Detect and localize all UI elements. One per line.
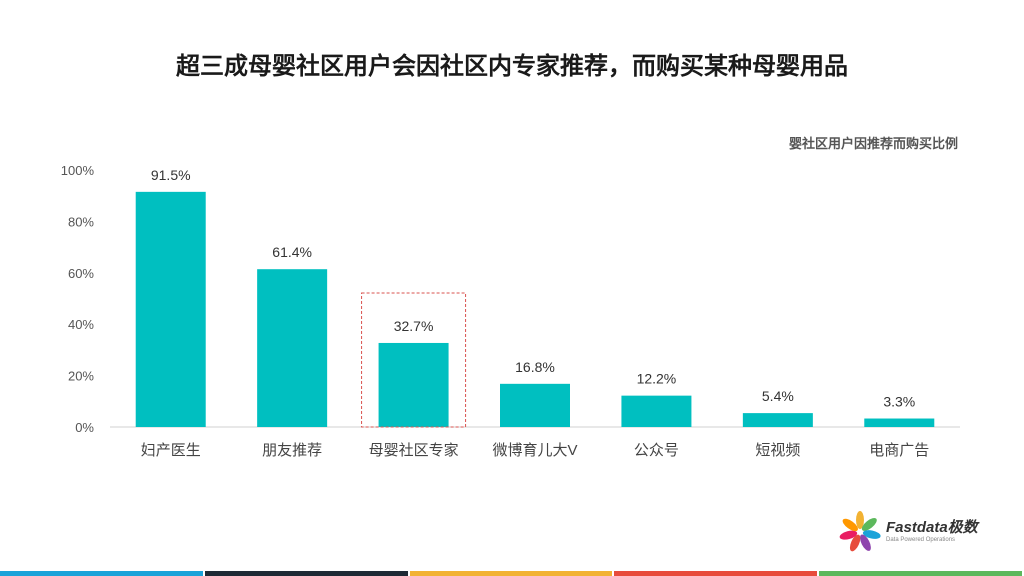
data-label: 16.8% — [515, 359, 555, 375]
data-label: 91.5% — [151, 167, 191, 183]
data-label: 32.7% — [394, 318, 434, 334]
y-tick-label: 100% — [61, 163, 95, 178]
y-tick-label: 0% — [75, 420, 94, 435]
highlight-box — [361, 292, 467, 428]
y-tick-label: 60% — [68, 266, 94, 281]
bar — [500, 383, 570, 427]
bar — [257, 269, 328, 427]
chart-title: 婴社区用户因推荐而购买比例 — [788, 136, 958, 151]
data-label: 5.4% — [762, 388, 794, 404]
bar — [378, 342, 449, 427]
category-label: 电商广告 — [869, 442, 929, 459]
data-label: 3.3% — [883, 394, 915, 410]
category-label: 朋友推荐 — [262, 442, 322, 459]
bar — [135, 191, 206, 427]
bar — [621, 395, 692, 427]
category-label: 微博育儿大V — [492, 442, 577, 459]
y-tick-label: 80% — [68, 214, 94, 229]
logo-name: Fastdata极数 — [886, 519, 978, 536]
stripe-segment — [409, 571, 613, 576]
y-tick-label: 20% — [68, 369, 94, 384]
stripe-segment — [0, 571, 203, 576]
category-label: 公众号 — [634, 442, 679, 459]
data-label: 61.4% — [272, 244, 312, 260]
y-tick-label: 40% — [68, 317, 94, 332]
fastdata-logo: Fastdata极数 Data Powered Operations — [838, 510, 988, 556]
stripe-segment — [819, 571, 1022, 576]
bottom-color-stripe — [0, 571, 1024, 576]
bar — [864, 418, 935, 427]
page-title: 超三成母婴社区用户会因社区内专家推荐，而购买某种母婴用品 — [176, 53, 848, 80]
logo-tagline: Data Powered Operations — [886, 537, 956, 543]
bar — [742, 413, 813, 427]
category-label: 短视频 — [755, 442, 800, 459]
flower-logo-icon — [839, 511, 881, 552]
stripe-segment — [614, 571, 818, 576]
category-label: 母婴社区专家 — [369, 442, 459, 459]
category-label: 妇产医生 — [141, 442, 201, 459]
data-label: 12.2% — [637, 371, 677, 387]
stripe-segment — [204, 571, 408, 576]
